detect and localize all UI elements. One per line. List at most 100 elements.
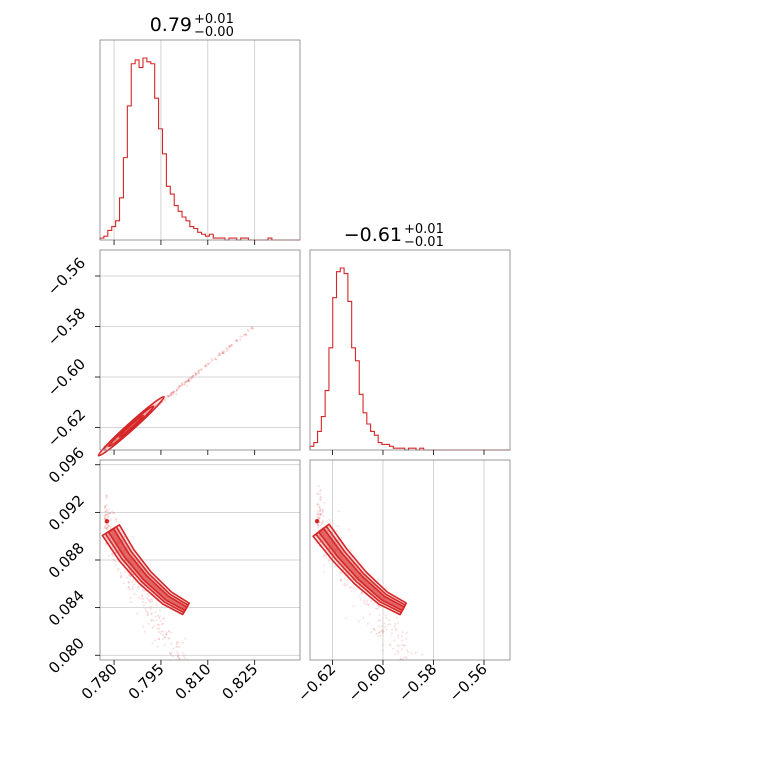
scatter-point <box>234 339 237 342</box>
scatter-point <box>116 569 119 572</box>
scatter-point <box>320 526 323 529</box>
scatter-point <box>181 383 184 386</box>
scatter-point <box>369 613 372 616</box>
y-tick-label: −0.56 <box>44 254 89 299</box>
scatter-point <box>129 574 132 577</box>
scatter-point <box>105 523 108 526</box>
scatter-point <box>376 607 379 610</box>
scatter-point <box>318 506 321 509</box>
scatter-point <box>104 517 107 520</box>
histogram-bin <box>359 394 363 450</box>
scatter-point <box>247 330 250 333</box>
scatter-point <box>375 607 378 610</box>
scatter-point <box>385 617 388 620</box>
y-tick-label: −0.60 <box>44 355 89 400</box>
scatter-point <box>105 446 108 449</box>
scatter-point <box>105 513 108 516</box>
scatter-point <box>172 391 175 394</box>
density-contours <box>97 395 165 457</box>
scatter-point <box>120 575 123 578</box>
scatter-point <box>175 393 178 396</box>
histogram-bins <box>99 57 300 241</box>
scatter-point <box>165 633 168 636</box>
scatter-point <box>106 524 109 527</box>
scatter-point <box>370 631 373 634</box>
scatter-point <box>317 516 320 519</box>
scatter-point <box>127 580 130 583</box>
scatter-point <box>316 510 319 513</box>
scatter-point <box>127 581 130 584</box>
scatter-point <box>318 516 321 519</box>
scatter-point <box>145 597 148 600</box>
scatter-point <box>339 579 342 582</box>
scatter-point <box>186 380 189 383</box>
title-upper-error: +0.01 <box>404 222 444 237</box>
scatter-point <box>190 375 193 378</box>
scatter-point <box>175 390 178 393</box>
scatter-point <box>405 631 408 634</box>
scatter-point <box>121 538 124 541</box>
histogram-bin <box>314 443 318 450</box>
title-value: 0.79 <box>150 14 192 36</box>
scatter-point <box>114 438 117 441</box>
scatter-point <box>162 637 165 640</box>
scatter-point <box>177 387 180 390</box>
scatter-point <box>107 527 110 530</box>
scatter-point <box>252 327 255 330</box>
scatter-point <box>316 523 319 526</box>
scatter-point <box>146 614 149 617</box>
scatter-point <box>157 637 160 640</box>
scatter-point <box>115 520 118 523</box>
scatter-point <box>107 534 110 537</box>
scatter-point <box>340 571 343 574</box>
scatter-point <box>320 488 323 491</box>
histogram-bin <box>348 301 352 450</box>
scatter-point <box>339 572 342 575</box>
x-tick-label: 0.780 <box>78 660 121 703</box>
scatter-point <box>104 526 107 529</box>
scatter-point <box>178 646 181 649</box>
scatter-point <box>188 376 191 379</box>
scatter-point <box>210 357 213 360</box>
scatter-point <box>105 494 108 497</box>
scatter-point <box>210 359 213 362</box>
scatter-point <box>200 368 203 371</box>
scatter-point <box>187 380 190 383</box>
scatter-point <box>167 630 170 633</box>
scatter-point <box>105 510 108 513</box>
scatter-point <box>381 625 384 628</box>
scatter-point <box>221 352 224 355</box>
scatter-point <box>170 642 173 645</box>
x-axis-ticks: −0.62 −0.60 −0.58 −0.56 <box>294 660 491 705</box>
scatter-point <box>317 485 320 488</box>
scatter-point <box>379 619 382 622</box>
scatter-point <box>103 517 106 520</box>
scatter-point <box>146 611 149 614</box>
scatter-point <box>110 552 113 555</box>
scatter-point <box>204 365 207 368</box>
scatter-point <box>151 612 154 615</box>
scatter-point <box>103 507 106 510</box>
scatter-point <box>218 352 221 355</box>
scatter-point <box>148 600 151 603</box>
scatter-point <box>389 623 392 626</box>
scatter-point <box>176 388 179 391</box>
scatter-point <box>336 525 339 528</box>
scatter-point <box>164 399 167 402</box>
scatter-point <box>327 560 330 563</box>
scatter-point <box>103 510 106 513</box>
scatter-point <box>155 619 158 622</box>
scatter-point <box>414 651 417 654</box>
histogram-bin <box>143 58 147 240</box>
scatter-point <box>221 351 224 354</box>
scatter-point <box>172 647 175 650</box>
scatter-point <box>207 363 210 366</box>
histogram-bin <box>178 211 182 240</box>
scatter-point <box>160 632 163 635</box>
x-tick-label: −0.60 <box>345 660 390 705</box>
scatter-point <box>327 558 330 561</box>
contour-inner <box>317 527 405 612</box>
scatter-point <box>373 629 376 632</box>
scatter-point <box>171 391 174 394</box>
scatter-point <box>122 582 125 585</box>
